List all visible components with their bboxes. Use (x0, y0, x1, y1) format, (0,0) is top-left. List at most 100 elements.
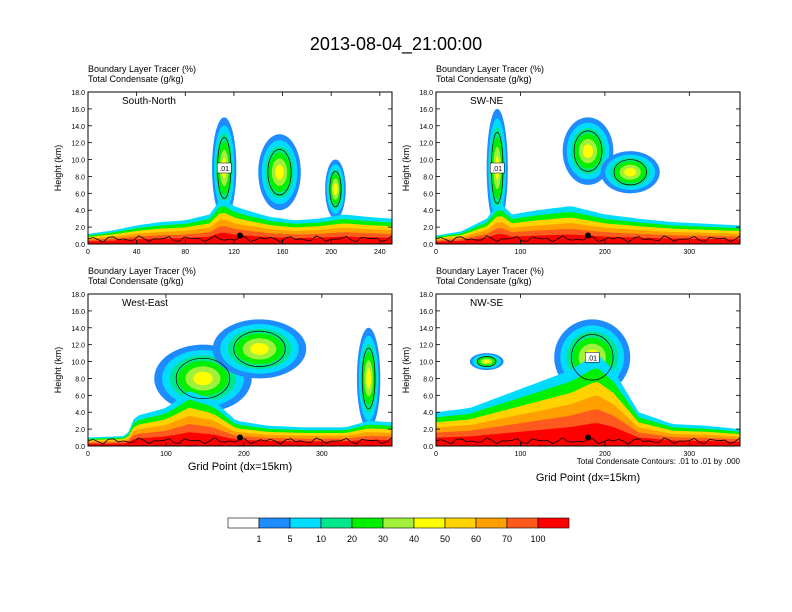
panel-title-condensate: Total Condensate (g/kg) (88, 74, 184, 84)
panel-nw-se: .01 Boundary Layer Tracer (%)Total Conden… (401, 266, 741, 458)
colorbar-swatch (258, 517, 291, 529)
y-tick-label: 0.0 (75, 242, 85, 249)
y-tick-label: 12.0 (419, 343, 433, 350)
x-tick-label: 160 (277, 249, 289, 256)
panel-name: SW-NE (470, 96, 503, 107)
panel-title-tracer: Boundary Layer Tracer (%) (88, 64, 196, 74)
plot-frame (435, 293, 741, 447)
colorbar-swatch (227, 517, 260, 529)
plume-1-level-6 (483, 359, 491, 364)
contour-note: Total Condensate Contours: .01 to .01 by… (577, 457, 741, 466)
y-axis-label: Height (km) (401, 145, 411, 192)
y-tick-label: 6.0 (423, 191, 433, 198)
colorbar-label: 40 (409, 534, 419, 544)
y-tick-label: 2.0 (75, 225, 85, 232)
plume-2-level-6 (333, 183, 338, 196)
x-tick-label: 200 (325, 249, 337, 256)
y-tick-label: 6.0 (75, 393, 85, 400)
condensate-contour-2 (613, 159, 647, 186)
y-tick-label: 16.0 (419, 309, 433, 316)
y-tick-label: 12.0 (71, 343, 85, 350)
colorbar-swatch (289, 517, 322, 529)
plot-frame (435, 91, 741, 245)
figure-title: 2013-08-04_21:00:00 (310, 34, 482, 55)
y-tick-label: 4.0 (75, 410, 85, 417)
plot-frame (87, 293, 393, 447)
y-tick-label: 18.0 (419, 90, 433, 97)
x-tick-label: 300 (316, 451, 328, 458)
panel-west-east: Boundary Layer Tracer (%)Total Condensat… (53, 266, 393, 458)
panel-title-tracer: Boundary Layer Tracer (%) (436, 266, 544, 276)
colorbar-label: 20 (347, 534, 357, 544)
panel-title-condensate: Total Condensate (g/kg) (436, 74, 532, 84)
panel-title-tracer: Boundary Layer Tracer (%) (436, 64, 544, 74)
y-tick-label: 14.0 (419, 124, 433, 131)
colorbar-swatch (537, 517, 570, 529)
x-axis-label-west-east: Grid Point (dx=15km) (188, 461, 292, 473)
plot-area: .01 (436, 319, 740, 446)
condensate-contour-2 (329, 171, 342, 208)
contour-label-box (584, 352, 600, 363)
y-axis-label: Height (km) (53, 145, 63, 192)
y-tick-label: 14.0 (71, 326, 85, 333)
x-tick-label: 240 (374, 249, 386, 256)
y-tick-label: 18.0 (71, 292, 85, 299)
x-tick-label: 120 (228, 249, 240, 256)
y-tick-label: 0.0 (423, 242, 433, 249)
x-tick-label: 80 (181, 249, 189, 256)
contour-label: .01 (587, 355, 597, 362)
y-tick-label: 18.0 (419, 292, 433, 299)
colorbar-swatch (382, 517, 415, 529)
condensate-contour-1 (573, 130, 603, 172)
x-tick-label: 200 (599, 249, 611, 256)
colorbar-label: 10 (316, 534, 326, 544)
y-tick-label: 8.0 (423, 376, 433, 383)
panel-name: South-North (122, 96, 176, 107)
x-tick-label: 0 (86, 451, 90, 458)
colorbar-label: 5 (287, 534, 292, 544)
x-tick-label: 100 (515, 249, 527, 256)
condensate-contour-2 (361, 347, 376, 410)
panel-title-condensate: Total Condensate (g/kg) (436, 276, 532, 286)
colorbar-swatch (320, 517, 353, 529)
x-tick-label: 100 (160, 451, 172, 458)
y-tick-label: 8.0 (423, 174, 433, 181)
y-tick-label: 0.0 (75, 444, 85, 451)
plume-1-level-6 (275, 164, 284, 180)
contour-label-box (216, 162, 232, 174)
contour-label-box (489, 162, 505, 174)
x-tick-label: 200 (238, 451, 250, 458)
condensate-contour-1 (267, 149, 292, 196)
tracer-band-level-10 (436, 234, 740, 244)
x-tick-label: 0 (434, 249, 438, 256)
plume-1-level-6 (250, 342, 269, 355)
x-tick-label: 300 (683, 249, 695, 256)
y-tick-label: 4.0 (423, 208, 433, 215)
colorbar-label: 100 (530, 534, 545, 544)
colorbar: 1 5 10 20 30 40 50 60 70 100 (227, 517, 570, 544)
plume-2-level-6 (624, 168, 637, 177)
y-tick-label: 6.0 (75, 191, 85, 198)
location-marker (585, 232, 591, 239)
panel-name: West-East (122, 298, 168, 309)
y-tick-label: 10.0 (419, 158, 433, 165)
y-tick-label: 2.0 (423, 225, 433, 232)
colorbar-label: 60 (471, 534, 481, 544)
y-tick-label: 10.0 (419, 360, 433, 367)
location-marker (585, 434, 591, 441)
x-tick-label: 200 (599, 451, 611, 458)
y-tick-label: 14.0 (71, 124, 85, 131)
colorbar-swatch (444, 517, 477, 529)
y-tick-label: 18.0 (71, 90, 85, 97)
colorbar-label: 50 (440, 534, 450, 544)
plume-1-level-6 (582, 144, 594, 158)
y-axis-label: Height (km) (53, 347, 63, 394)
y-tick-label: 14.0 (419, 326, 433, 333)
colorbar-label: 70 (502, 534, 512, 544)
y-tick-label: 8.0 (75, 376, 85, 383)
plot-area: .01 (436, 108, 740, 244)
contour-label: .01 (219, 166, 229, 173)
y-axis-label: Height (km) (401, 347, 411, 394)
y-tick-label: 0.0 (423, 444, 433, 451)
